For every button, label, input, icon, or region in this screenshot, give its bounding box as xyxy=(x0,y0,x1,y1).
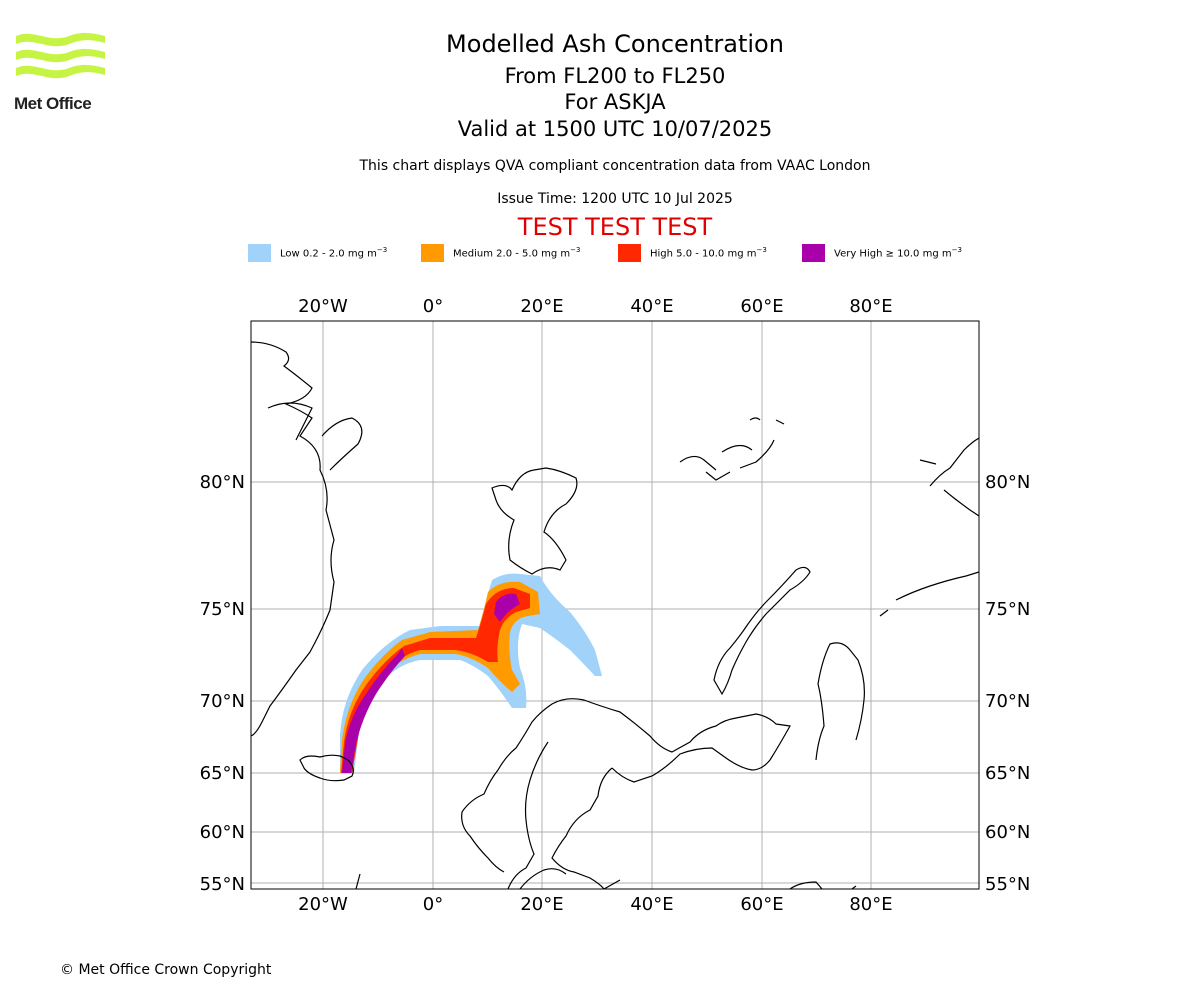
valid-time: Valid at 1500 UTC 10/07/2025 xyxy=(457,117,773,141)
met-office-logo: Met Office xyxy=(14,30,109,113)
legend-label-low: Low 0.2 - 2.0 mg m xyxy=(280,248,377,260)
legend-item-high: High 5.0 - 10.0 mg m−3 xyxy=(618,243,767,263)
lon-tick-top: 80°E xyxy=(849,296,892,317)
map-background xyxy=(251,321,979,889)
lat-tick-left: 60°N xyxy=(200,822,245,843)
legend-item-low: Low 0.2 - 2.0 mg m−3 xyxy=(248,243,387,263)
ash-low-region xyxy=(340,573,602,773)
flight-level-range: From FL200 to FL250 xyxy=(504,64,726,88)
legend-label-very-high: Very High ≥ 10.0 mg m xyxy=(834,248,952,260)
chart-title: Modelled Ash Concentration xyxy=(446,30,784,58)
legend-swatch-low xyxy=(248,244,271,262)
lon-tick-bottom: 60°E xyxy=(740,894,783,915)
lat-tick-left: 80°N xyxy=(200,472,245,493)
lat-tick-right: 60°N xyxy=(985,822,1030,843)
legend-label-medium: Medium 2.0 - 5.0 mg m xyxy=(453,248,571,260)
lat-tick-right: 65°N xyxy=(985,763,1030,784)
issue-time: Issue Time: 1200 UTC 10 Jul 2025 xyxy=(497,191,733,207)
lat-tick-left: 65°N xyxy=(200,763,245,784)
legend-unit-exp: −3 xyxy=(570,246,581,255)
lat-tick-right: 80°N xyxy=(985,472,1030,493)
map-frame xyxy=(250,320,980,890)
met-office-logo-waves xyxy=(16,32,105,79)
lon-tick-top: 60°E xyxy=(740,296,783,317)
lon-tick-bottom: 40°E xyxy=(630,894,673,915)
lon-tick-bottom: 0° xyxy=(423,894,443,915)
chart-description: This chart displays QVA compliant concen… xyxy=(359,158,871,174)
ash-plume xyxy=(340,573,602,773)
volcano-name: For ASKJA xyxy=(564,90,666,114)
lon-tick-top: 20°W xyxy=(298,296,348,317)
legend-swatch-high xyxy=(618,244,641,262)
coastlines xyxy=(251,341,979,889)
lat-tick-left: 70°N xyxy=(200,691,245,712)
lat-tick-right: 55°N xyxy=(985,874,1030,895)
ash-high-region xyxy=(341,588,530,773)
lat-tick-right: 70°N xyxy=(985,691,1030,712)
test-banner: TEST TEST TEST xyxy=(517,213,713,241)
lon-tick-top: 20°E xyxy=(520,296,563,317)
lon-tick-bottom: 80°E xyxy=(849,894,892,915)
logo-text: Met Office xyxy=(14,94,92,113)
ash-very-high-region xyxy=(342,593,520,773)
legend-unit-exp: −3 xyxy=(376,246,388,255)
legend-swatch-medium xyxy=(421,244,444,262)
legend-unit-exp: −3 xyxy=(951,246,962,255)
lon-tick-top: 40°E xyxy=(630,296,673,317)
legend-item-very-high: Very High ≥ 10.0 mg m−3 xyxy=(802,243,962,263)
legend-unit-exp: −3 xyxy=(756,246,767,255)
lon-tick-top: 0° xyxy=(423,296,443,317)
legend-swatch-very-high xyxy=(802,244,825,262)
legend-label-high: High 5.0 - 10.0 mg m xyxy=(650,248,757,260)
lon-tick-bottom: 20°W xyxy=(298,894,348,915)
lat-tick-left: 55°N xyxy=(200,874,245,895)
lon-tick-bottom: 20°E xyxy=(520,894,563,915)
lat-tick-left: 75°N xyxy=(200,599,245,620)
lat-tick-right: 75°N xyxy=(985,599,1030,620)
copyright-notice: © Met Office Crown Copyright xyxy=(60,962,272,978)
legend-item-medium: Medium 2.0 - 5.0 mg m−3 xyxy=(421,243,580,263)
